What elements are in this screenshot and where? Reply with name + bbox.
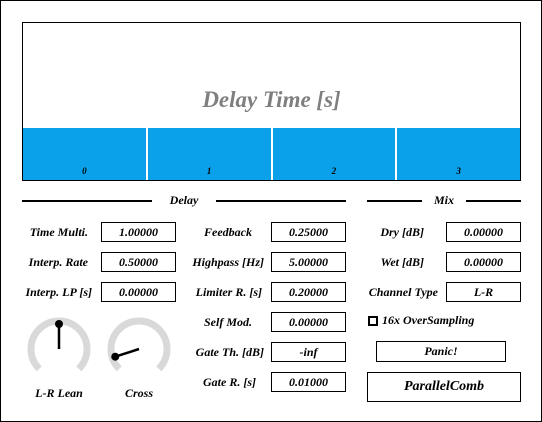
oversampling-label: 16x OverSampling — [382, 313, 475, 327]
delay-tap-bar-0[interactable]: 0 — [23, 128, 148, 180]
feedback-field[interactable]: 0.25000 — [271, 222, 346, 242]
tap-label: 3 — [456, 166, 461, 176]
lr-lean-knob[interactable] — [24, 314, 94, 384]
oversampling-checkbox[interactable] — [368, 316, 378, 326]
mix-section-label: Mix — [433, 193, 454, 207]
gate-threshold-label: Gate Th. [dB] — [195, 345, 264, 359]
wet-field[interactable]: 0.00000 — [446, 252, 521, 272]
plugin-name-button[interactable]: ParallelComb — [367, 372, 521, 402]
cross-knob-track — [107, 317, 171, 372]
interp-rate-field[interactable]: 0.50000 — [101, 252, 176, 272]
cross-knob-tip — [111, 352, 120, 361]
channel-type-select[interactable]: L-R — [446, 282, 521, 302]
limiter-release-field[interactable]: 0.20000 — [271, 282, 346, 302]
gate-release-field[interactable]: 0.01000 — [271, 372, 346, 392]
gate-threshold-field[interactable]: -inf — [271, 342, 346, 362]
gate-release-label: Gate R. [s] — [203, 375, 256, 389]
delay-tap-bar-2[interactable]: 2 — [272, 128, 398, 180]
wet-label: Wet [dB] — [380, 255, 424, 269]
dry-field[interactable]: 0.00000 — [446, 222, 521, 242]
lr-lean-knob-tip — [55, 320, 63, 328]
delay-tap-bar-1[interactable]: 1 — [147, 128, 273, 180]
self-mod-label: Self Mod. — [204, 315, 252, 329]
mix-section-header: Mix — [367, 193, 521, 209]
delay-tap-bars: 0 1 2 3 — [23, 128, 520, 180]
limiter-release-label: Limiter R. [s] — [195, 285, 262, 299]
delay-time-display: Delay Time [s] 0 1 2 3 — [22, 22, 521, 181]
tap-label: 0 — [82, 166, 87, 176]
highpass-label: Highpass [Hz] — [192, 255, 264, 269]
interp-lp-field[interactable]: 0.00000 — [101, 282, 176, 302]
tap-label: 2 — [331, 166, 337, 176]
channel-type-label: Channel Type — [368, 285, 438, 299]
panic-button[interactable]: Panic! — [376, 341, 506, 362]
divider — [466, 200, 521, 202]
time-multi-label: Time Multi. — [29, 225, 88, 239]
lr-lean-label: L-R Lean — [35, 386, 83, 400]
display-title: Delay Time [s] — [202, 87, 341, 112]
self-mod-field[interactable]: 0.00000 — [271, 312, 346, 332]
interp-rate-label: Interp. Rate — [28, 255, 88, 269]
interp-lp-label: Interp. LP [s] — [25, 285, 92, 299]
dry-label: Dry [dB] — [380, 225, 424, 239]
divider — [216, 200, 346, 202]
tap-label: 1 — [206, 166, 212, 176]
divider — [367, 200, 422, 202]
delay-section-label: Delay — [169, 193, 199, 207]
feedback-label: Feedback — [204, 225, 252, 239]
cross-knob[interactable] — [104, 314, 174, 384]
cross-label: Cross — [124, 386, 153, 400]
highpass-field[interactable]: 5.00000 — [271, 252, 346, 272]
delay-tap-bar-3[interactable]: 3 — [397, 128, 520, 180]
divider — [22, 200, 152, 202]
delay-section-header: Delay — [22, 193, 346, 209]
time-multi-field[interactable]: 1.00000 — [101, 222, 176, 242]
cross-knob-pointer — [114, 347, 140, 358]
